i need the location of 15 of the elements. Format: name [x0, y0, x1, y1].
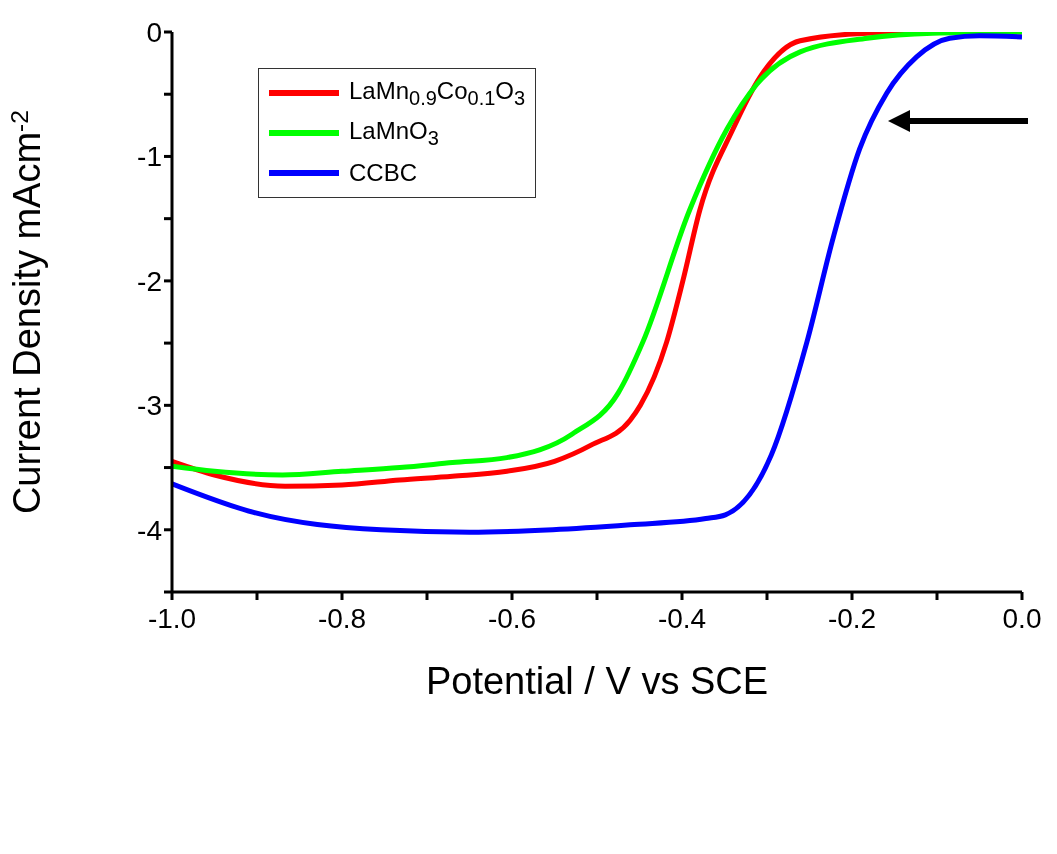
y-tick-label: -4 — [137, 514, 162, 546]
x-tick-label: -0.4 — [657, 602, 707, 634]
x-tick-label: -1.0 — [147, 602, 197, 634]
x-tick-label: 0.0 — [1002, 602, 1042, 634]
x-tick-label: -0.8 — [317, 602, 367, 634]
legend-label: CCBC — [349, 159, 418, 186]
y-tick-label: -2 — [137, 265, 162, 297]
y-tick-label: -1 — [137, 141, 162, 173]
x-tick-label: -0.2 — [827, 602, 877, 634]
legend-label: LaMnO$_{3}$ — [349, 116, 439, 149]
x-axis-title: Potential / V vs SCE — [425, 660, 769, 702]
y-tick-label: -3 — [137, 390, 162, 422]
legend-label: LaMn$_{0.9}$Co$_{0.1}$O$_{3}$ — [349, 76, 526, 109]
y-tick-label: 0 — [146, 16, 162, 48]
x-tick-label: -0.6 — [487, 602, 537, 634]
